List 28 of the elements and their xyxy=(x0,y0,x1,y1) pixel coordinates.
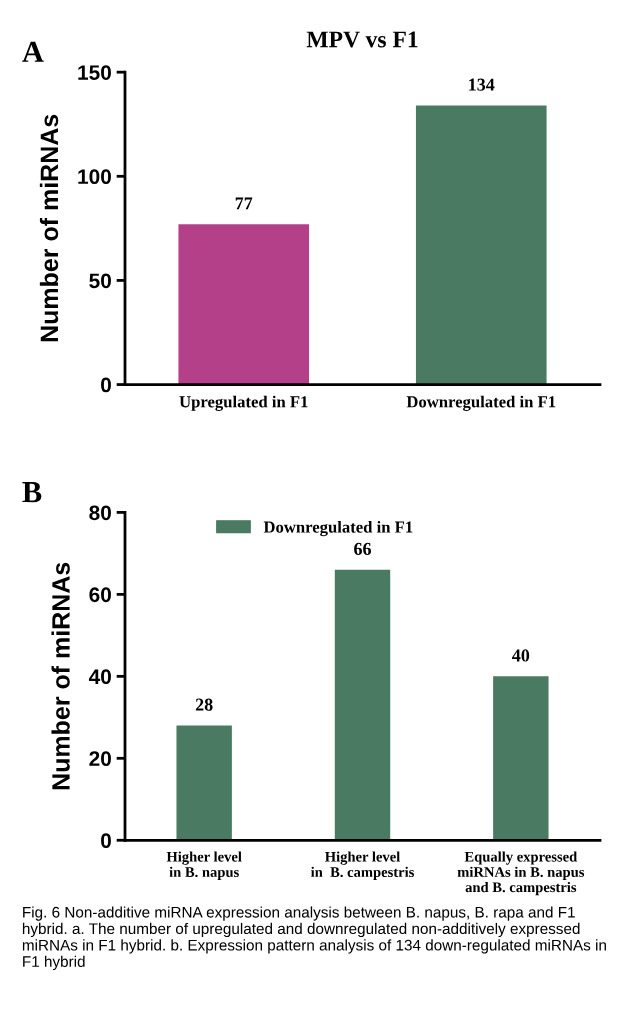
data-label: 28 xyxy=(195,698,213,711)
y-tick-label: 0 xyxy=(101,377,111,393)
x-tick-label: Upregulated in F1 xyxy=(179,395,308,411)
y-tick-label: 50 xyxy=(89,273,111,289)
y-axis-title: Number of miRNAs xyxy=(51,562,70,790)
data-label: 66 xyxy=(354,542,371,555)
x-tick-label: Higher level in B. campestris xyxy=(310,851,414,880)
data-label: 77 xyxy=(235,197,253,210)
y-tick-label: 100 xyxy=(78,169,111,185)
bar xyxy=(334,569,391,841)
legend-label: Downregulated in F1 xyxy=(263,520,413,537)
text: B xyxy=(22,482,42,503)
caption: Fig. 6 Non-additive miRNA expression analysis between B. napus, B. rapa and F1 hybrid. a. The number of upregulated and downregulated non-additively expressed miRNAs in F1 hybrid. b. Expression pattern analysis of 134 down-regulated miRNAs in F1 hybrid xyxy=(22,906,606,971)
y-tick-label: 0 xyxy=(101,833,111,849)
y-tick-label: 20 xyxy=(89,751,111,767)
y-tick-label: 150 xyxy=(78,65,111,80)
data-label: 134 xyxy=(469,78,495,91)
text: A xyxy=(22,41,44,62)
y-tick-label: 60 xyxy=(89,587,111,603)
y-axis-title: Number of miRNAs xyxy=(39,114,59,342)
chart-title: MPV vs F1 xyxy=(306,31,418,48)
x-tick-label: Higher level in B. napus xyxy=(166,851,242,880)
bar xyxy=(493,676,549,841)
data-label: 40 xyxy=(512,649,530,662)
y-tick-label: 80 xyxy=(89,505,111,521)
x-tick-label: Equally expressed miRNAs in B. napus and B. campestris xyxy=(457,851,585,896)
bar xyxy=(176,725,232,841)
y-tick-label: 40 xyxy=(88,669,111,685)
